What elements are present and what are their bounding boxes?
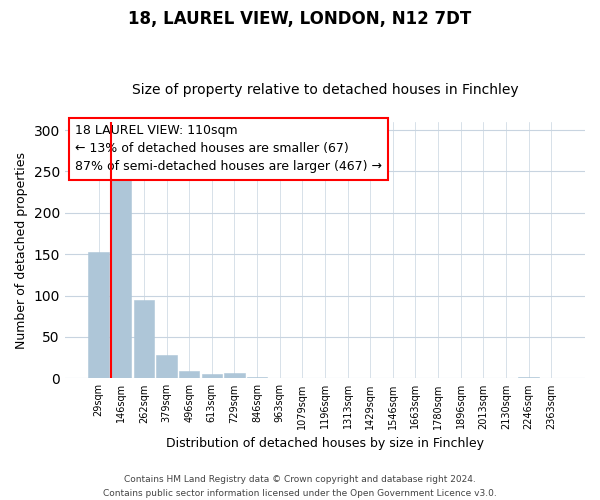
Bar — [224, 374, 245, 378]
Text: 18, LAUREL VIEW, LONDON, N12 7DT: 18, LAUREL VIEW, LONDON, N12 7DT — [128, 10, 472, 28]
Title: Size of property relative to detached houses in Finchley: Size of property relative to detached ho… — [131, 83, 518, 97]
Bar — [88, 252, 109, 378]
Y-axis label: Number of detached properties: Number of detached properties — [15, 152, 28, 348]
Text: 18 LAUREL VIEW: 110sqm
← 13% of detached houses are smaller (67)
87% of semi-det: 18 LAUREL VIEW: 110sqm ← 13% of detached… — [75, 124, 382, 174]
Text: Contains HM Land Registry data © Crown copyright and database right 2024.
Contai: Contains HM Land Registry data © Crown c… — [103, 476, 497, 498]
X-axis label: Distribution of detached houses by size in Finchley: Distribution of detached houses by size … — [166, 437, 484, 450]
Bar — [202, 374, 222, 378]
Bar — [179, 371, 199, 378]
Bar — [111, 178, 131, 378]
Bar — [157, 355, 176, 378]
Bar — [134, 300, 154, 378]
Bar — [518, 376, 539, 378]
